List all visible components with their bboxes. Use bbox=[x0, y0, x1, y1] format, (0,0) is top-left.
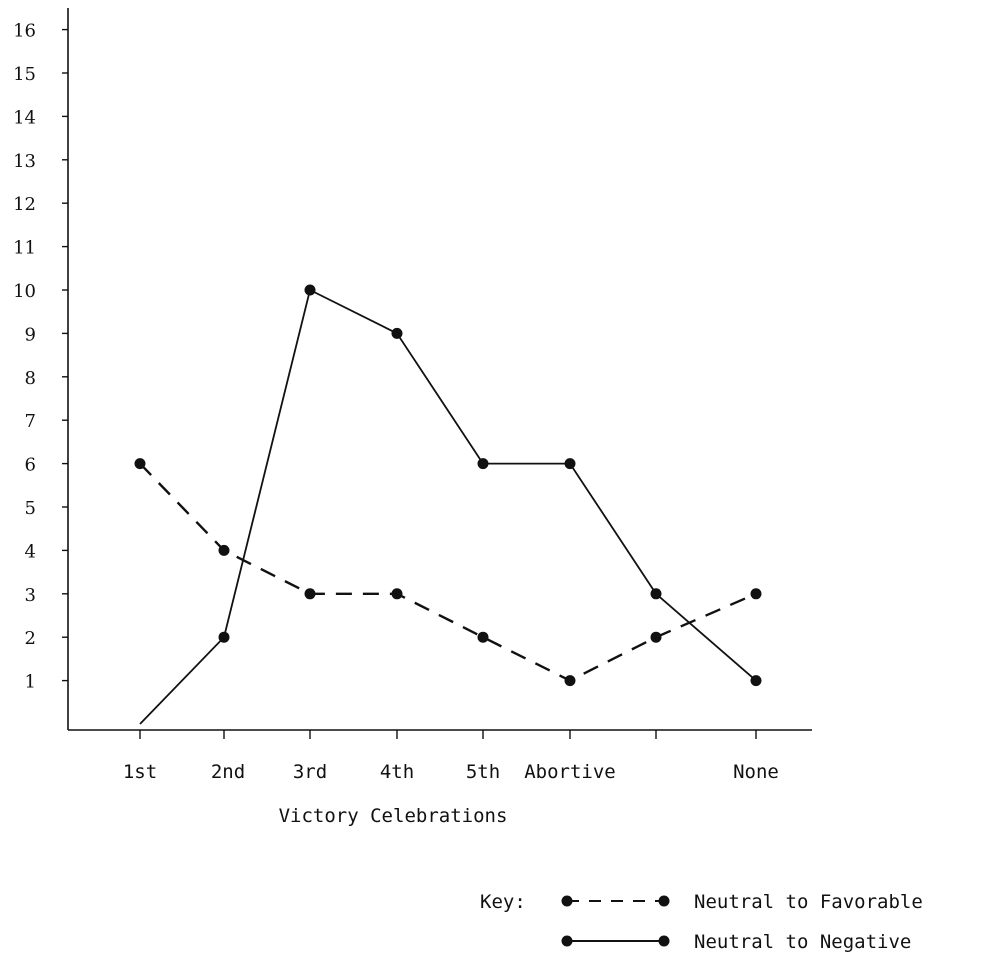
y-tick-label: 4 bbox=[25, 541, 36, 562]
legend: Key: Neutral to Favorable Neutral to Negat… bbox=[480, 891, 923, 953]
legend-label: Neutral to Favorable bbox=[694, 891, 923, 913]
data-point bbox=[391, 327, 403, 339]
y-tick-label: 12 bbox=[13, 194, 36, 215]
legend-item: Neutral to Favorable bbox=[561, 891, 923, 913]
y-tick-label: 1 bbox=[25, 672, 36, 693]
data-point bbox=[650, 631, 662, 643]
series-line bbox=[139, 288, 757, 725]
series-line bbox=[139, 462, 757, 682]
series-layer bbox=[134, 284, 762, 725]
legend-item: Neutral to Negative bbox=[561, 931, 911, 953]
x-tick-label: 4th bbox=[380, 761, 414, 783]
x-axis-ticks: 1st 2nd 3rd 4th 5th Abortive None bbox=[123, 730, 779, 783]
data-point bbox=[564, 675, 576, 687]
y-tick-label: 13 bbox=[13, 151, 36, 172]
y-tick-label: 2 bbox=[25, 628, 36, 649]
legend-swatch-dot bbox=[561, 935, 573, 947]
data-point bbox=[564, 458, 576, 470]
legend-swatch-dot bbox=[561, 895, 573, 907]
data-point bbox=[304, 284, 316, 296]
data-point bbox=[304, 588, 316, 600]
x-tick-label: 3rd bbox=[293, 761, 327, 783]
x-tick-label: 1st bbox=[123, 761, 157, 783]
y-tick-label: 16 bbox=[13, 21, 36, 42]
data-point bbox=[750, 675, 762, 687]
data-point bbox=[218, 544, 230, 556]
data-point bbox=[477, 458, 489, 470]
data-point bbox=[218, 631, 230, 643]
y-tick-label: 10 bbox=[13, 281, 36, 302]
y-tick-label: 7 bbox=[25, 411, 36, 432]
y-tick-label: 3 bbox=[25, 585, 36, 606]
y-tick-label: 6 bbox=[25, 455, 36, 476]
x-tick-label: 5th bbox=[466, 761, 500, 783]
axes bbox=[67, 8, 812, 731]
series-favorable bbox=[134, 458, 762, 687]
y-tick-label: 14 bbox=[13, 107, 36, 128]
legend-key-label: Key: bbox=[480, 891, 526, 913]
data-point bbox=[477, 631, 489, 643]
y-tick-label: 9 bbox=[25, 324, 36, 345]
y-tick-label: 15 bbox=[13, 64, 36, 85]
legend-label: Neutral to Negative bbox=[694, 931, 911, 953]
data-point bbox=[391, 588, 403, 600]
x-tick-label: 2nd bbox=[211, 761, 245, 783]
series-negative bbox=[139, 284, 762, 725]
y-tick-label: 5 bbox=[25, 498, 36, 519]
legend-swatch-dot bbox=[658, 895, 670, 907]
data-point bbox=[650, 588, 662, 600]
x-axis-title: Victory Celebrations bbox=[279, 805, 508, 827]
x-tick-label: Abortive bbox=[524, 761, 616, 783]
legend-swatch-dot bbox=[658, 935, 670, 947]
y-tick-label: 11 bbox=[13, 238, 36, 259]
y-tick-label: 8 bbox=[25, 368, 36, 389]
data-point bbox=[750, 588, 762, 600]
data-point bbox=[134, 458, 146, 470]
x-tick-label: None bbox=[733, 761, 779, 783]
